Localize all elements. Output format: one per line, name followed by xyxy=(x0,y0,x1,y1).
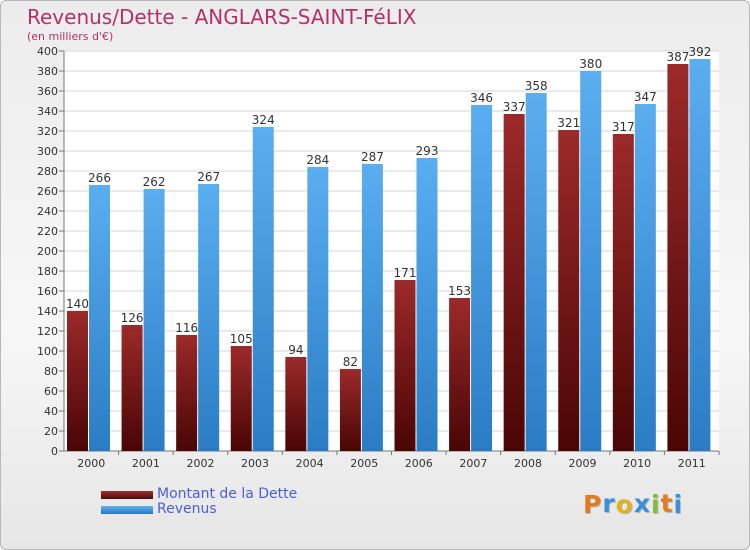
bar-dette xyxy=(285,357,307,451)
bar-dette xyxy=(394,280,416,451)
y-tick-label: 320 xyxy=(37,125,58,138)
y-tick-label: 220 xyxy=(37,225,58,238)
bar-dette xyxy=(121,325,143,451)
x-tick-label: 2004 xyxy=(296,457,324,470)
y-tick-label: 100 xyxy=(37,345,58,358)
logo-letter: P xyxy=(583,490,603,519)
data-label-dette: 153 xyxy=(448,284,471,298)
y-tick-label: 380 xyxy=(37,65,58,78)
x-tick-label: 2010 xyxy=(623,457,651,470)
y-tick-label: 80 xyxy=(44,365,58,378)
bar-dette xyxy=(339,369,361,451)
logo-letter: t xyxy=(660,489,674,518)
y-tick-label: 280 xyxy=(37,165,58,178)
data-label-dette: 317 xyxy=(612,120,635,134)
y-tick-label: 400 xyxy=(37,45,58,58)
bar-revenus xyxy=(307,167,329,451)
data-label-revenus: 262 xyxy=(143,175,166,189)
bar-dette xyxy=(503,114,525,451)
legend-label-dette: Montant de la Dette xyxy=(157,486,298,502)
bar-dette xyxy=(67,311,88,451)
bar-dette xyxy=(449,298,471,451)
chart-title: Revenus/Dette - ANGLARS-SAINT-FéLIX xyxy=(27,5,417,29)
x-tick-label: 2001 xyxy=(132,457,160,470)
data-label-revenus: 392 xyxy=(688,45,711,59)
y-tick-label: 160 xyxy=(37,285,58,298)
y-tick-label: 340 xyxy=(37,105,58,118)
legend-swatch-revenus xyxy=(101,506,153,514)
x-tick-label: 2005 xyxy=(350,457,378,470)
bar-revenus xyxy=(89,185,110,451)
data-label-dette: 116 xyxy=(175,321,198,335)
y-tick-label: 360 xyxy=(37,85,58,98)
bar-revenus xyxy=(689,59,711,451)
y-tick-label: 240 xyxy=(37,205,58,218)
data-label-dette: 171 xyxy=(394,266,417,280)
bar-revenus xyxy=(143,189,165,451)
bar-dette xyxy=(667,64,689,451)
bar-revenus xyxy=(252,127,274,451)
legend-label-revenus: Revenus xyxy=(157,501,217,517)
data-label-dette: 105 xyxy=(230,332,253,346)
data-label-dette: 82 xyxy=(343,355,358,369)
data-label-revenus: 287 xyxy=(361,150,384,164)
proxiti-logo: Proxiti xyxy=(583,489,684,519)
x-tick-label: 2007 xyxy=(459,457,487,470)
x-tick-label: 2006 xyxy=(405,457,433,470)
x-tick-label: 2003 xyxy=(241,457,269,470)
bar-revenus xyxy=(361,164,383,451)
data-label-revenus: 380 xyxy=(579,57,602,71)
data-label-revenus: 266 xyxy=(88,171,111,185)
y-tick-label: 180 xyxy=(37,265,58,278)
logo-letter: i xyxy=(651,490,661,519)
x-tick-label: 2009 xyxy=(569,457,597,470)
x-tick-label: 2008 xyxy=(514,457,542,470)
y-tick-label: 140 xyxy=(37,305,58,318)
logo-letter: x xyxy=(633,489,651,518)
y-tick-label: 0 xyxy=(51,445,58,458)
data-label-revenus: 293 xyxy=(416,144,439,158)
data-label-dette: 387 xyxy=(666,50,689,64)
y-tick-label: 120 xyxy=(37,325,58,338)
y-tick-label: 200 xyxy=(37,245,58,258)
data-label-dette: 126 xyxy=(121,311,144,325)
data-label-revenus: 324 xyxy=(252,113,275,127)
data-label-dette: 94 xyxy=(288,343,303,357)
y-tick-label: 260 xyxy=(37,185,58,198)
legend-swatch-dette xyxy=(101,491,153,499)
bar-dette xyxy=(612,134,634,451)
data-label-revenus: 346 xyxy=(470,91,493,105)
bar-revenus xyxy=(416,158,438,451)
y-tick-label: 300 xyxy=(37,145,58,158)
bar-revenus xyxy=(525,93,547,451)
data-label-revenus: 267 xyxy=(197,170,220,184)
logo-letter: o xyxy=(615,490,634,519)
data-label-revenus: 284 xyxy=(306,153,329,167)
logo-letter: i xyxy=(673,490,684,519)
x-tick-label: 2011 xyxy=(678,457,706,470)
bar-dette xyxy=(558,130,580,451)
x-tick-label: 2002 xyxy=(186,457,214,470)
y-tick-label: 20 xyxy=(44,425,58,438)
data-label-dette: 140 xyxy=(66,297,89,311)
bar-revenus xyxy=(634,104,656,451)
chart-subtitle: (en milliers d'€) xyxy=(27,30,114,43)
data-label-revenus: 347 xyxy=(634,90,657,104)
data-label-dette: 337 xyxy=(503,100,526,114)
data-label-dette: 321 xyxy=(557,116,580,130)
logo-letter: r xyxy=(602,489,616,518)
bar-revenus xyxy=(198,184,220,451)
bar-dette xyxy=(176,335,198,451)
y-tick-label: 60 xyxy=(44,385,58,398)
x-tick-label: 2000 xyxy=(77,457,105,470)
bar-revenus xyxy=(580,71,602,451)
bar-dette xyxy=(230,346,252,451)
y-tick-label: 40 xyxy=(44,405,58,418)
bar-revenus xyxy=(471,105,493,451)
data-label-revenus: 358 xyxy=(525,79,548,93)
